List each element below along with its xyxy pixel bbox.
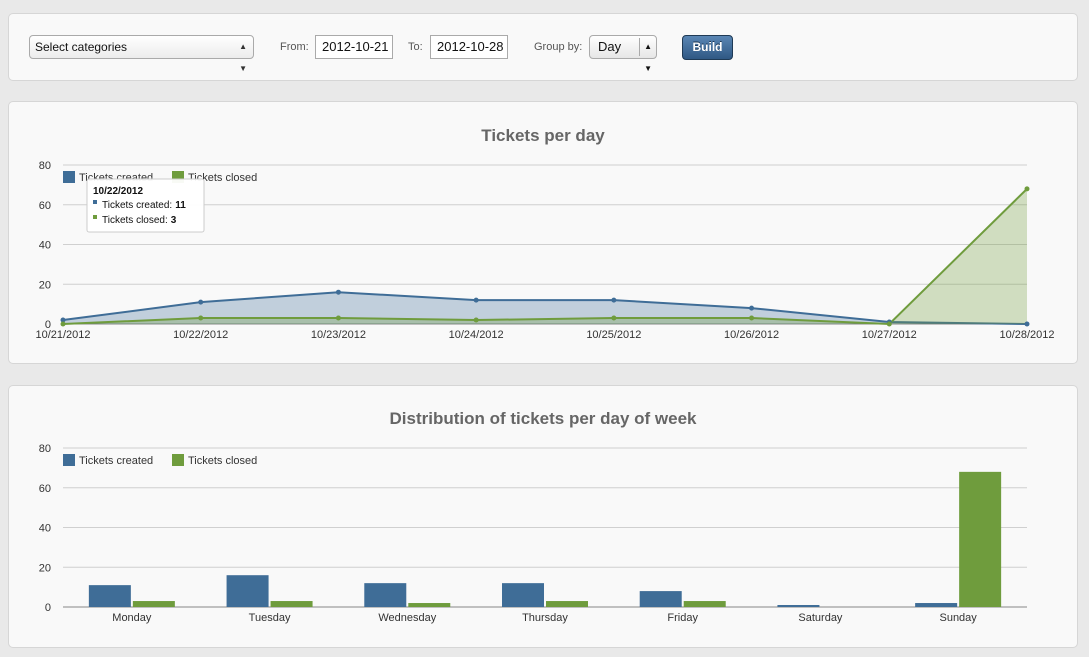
tooltip-created-value: 11 <box>175 200 186 211</box>
data-point[interactable] <box>335 289 341 295</box>
x-tick-label: 10/27/2012 <box>862 329 917 341</box>
tooltip-closed-label: Tickets closed: <box>102 215 168 226</box>
tooltip-title: 10/22/2012 <box>93 186 143 197</box>
data-point[interactable] <box>611 297 617 303</box>
bar-created[interactable] <box>639 591 682 607</box>
data-point[interactable] <box>611 315 617 321</box>
data-point[interactable] <box>749 315 755 321</box>
legend-swatch-closed <box>172 454 184 466</box>
x-tick-label: Tuesday <box>249 612 291 624</box>
y-tick-label: 40 <box>39 523 51 535</box>
x-tick-label: Saturday <box>798 612 843 624</box>
x-tick-label: 10/23/2012 <box>311 329 366 341</box>
y-tick-label: 0 <box>45 319 51 331</box>
chart-title: Distribution of tickets per day of week <box>389 409 697 428</box>
data-point[interactable] <box>1024 186 1030 192</box>
distribution-per-weekday-chart: Distribution of tickets per day of week … <box>39 409 1027 624</box>
to-label: To: <box>408 41 423 53</box>
x-tick-label: 10/24/2012 <box>449 329 504 341</box>
x-tick-label: Wednesday <box>378 612 436 624</box>
categories-select-value: Select categories <box>35 40 128 54</box>
y-tick-label: 40 <box>39 240 51 252</box>
bar-closed[interactable] <box>132 601 175 607</box>
data-point[interactable] <box>60 321 66 327</box>
bar-closed[interactable] <box>270 601 313 607</box>
tooltip-box <box>86 178 205 233</box>
categories-select[interactable]: Select categories ▲ ▼ <box>29 35 254 73</box>
area-closed-line <box>62 188 1028 326</box>
select-arrows-icon: ▲ ▼ <box>239 42 247 73</box>
data-point[interactable] <box>473 297 479 303</box>
bar-closed[interactable] <box>959 471 1002 607</box>
data-point[interactable] <box>473 317 479 323</box>
x-tick-label: Thursday <box>522 612 568 624</box>
data-point[interactable] <box>198 299 204 305</box>
area-created-fill <box>63 292 1027 324</box>
tickets-per-day-chart: Tickets per day 0 20 40 60 80 10/21/2012 10/2… <box>35 126 1054 341</box>
legend-swatch-created <box>63 171 75 183</box>
y-tick-label: 0 <box>45 602 51 614</box>
chart-title: Tickets per day <box>481 126 605 145</box>
select-separator <box>639 38 640 56</box>
tickets-per-day-panel: Tickets per day 0 20 40 60 80 10/21/2012 10/2… <box>8 101 1078 364</box>
x-tick-label: 10/26/2012 <box>724 329 779 341</box>
x-tick-label: Friday <box>667 612 698 624</box>
bar-closed[interactable] <box>546 601 588 607</box>
tooltip-bullet-created <box>93 200 97 204</box>
bar-created[interactable] <box>88 585 131 607</box>
build-button[interactable]: Build <box>682 35 733 60</box>
y-tick-label: 60 <box>39 483 51 495</box>
y-tick-label: 20 <box>39 279 51 291</box>
tooltip-closed-value: 3 <box>171 215 177 226</box>
tooltip-created-label: Tickets created: <box>102 200 172 211</box>
bar-created[interactable] <box>777 605 820 607</box>
bar-closed[interactable] <box>408 603 451 607</box>
x-tick-label: 10/28/2012 <box>999 329 1054 341</box>
data-point[interactable] <box>198 315 204 321</box>
chart-legend: Tickets created Tickets closed <box>63 454 257 467</box>
group-by-label: Group by: <box>534 41 583 53</box>
legend-label-closed[interactable]: Tickets closed <box>188 172 257 184</box>
y-tick-label: 60 <box>39 200 51 212</box>
area-created-line <box>62 291 1028 325</box>
x-tick-label: Sunday <box>939 612 977 624</box>
data-point[interactable] <box>60 317 66 323</box>
chart-tooltip: 10/22/2012 Tickets created: 11 Tickets cl… <box>86 178 205 233</box>
y-tick-label: 80 <box>39 160 51 172</box>
legend-label-created[interactable]: Tickets created <box>79 455 153 467</box>
x-tick-label: Monday <box>112 612 152 624</box>
bar-created[interactable] <box>364 583 407 607</box>
data-point[interactable] <box>749 305 755 311</box>
x-tick-label: 10/21/2012 <box>35 329 90 341</box>
distribution-per-weekday-panel: Distribution of tickets per day of week … <box>8 385 1078 648</box>
tooltip-closed-row: Tickets closed: 3 <box>102 215 177 226</box>
legend-label-closed[interactable]: Tickets closed <box>188 455 257 467</box>
legend-swatch-created <box>63 454 75 466</box>
filter-toolbar: Select categories ▲ ▼ From: 2012-10-21 To… <box>8 13 1078 81</box>
from-date-input[interactable]: 2012-10-21 <box>315 35 393 59</box>
to-date-input[interactable]: 2012-10-28 <box>430 35 508 59</box>
from-label: From: <box>280 41 309 53</box>
x-tick-label: 10/25/2012 <box>586 329 641 341</box>
bar-created[interactable] <box>502 583 544 607</box>
bar-created[interactable] <box>915 603 958 607</box>
x-tick-label: 10/22/2012 <box>173 329 228 341</box>
y-tick-label: 80 <box>39 443 51 455</box>
data-point[interactable] <box>886 321 892 327</box>
select-arrows-icon: ▲ ▼ <box>644 42 652 73</box>
data-point[interactable] <box>335 315 341 321</box>
group-by-value: Day <box>598 39 622 54</box>
tooltip-created-row: Tickets created: 11 <box>102 200 186 211</box>
y-tick-label: 20 <box>39 562 51 574</box>
bar-closed[interactable] <box>683 601 726 607</box>
group-by-select[interactable]: Day ▲ ▼ <box>589 35 657 73</box>
area-closed-fill <box>63 188 1027 324</box>
bar-created[interactable] <box>226 575 269 607</box>
tooltip-bullet-closed <box>93 215 97 219</box>
data-point[interactable] <box>1024 321 1030 327</box>
